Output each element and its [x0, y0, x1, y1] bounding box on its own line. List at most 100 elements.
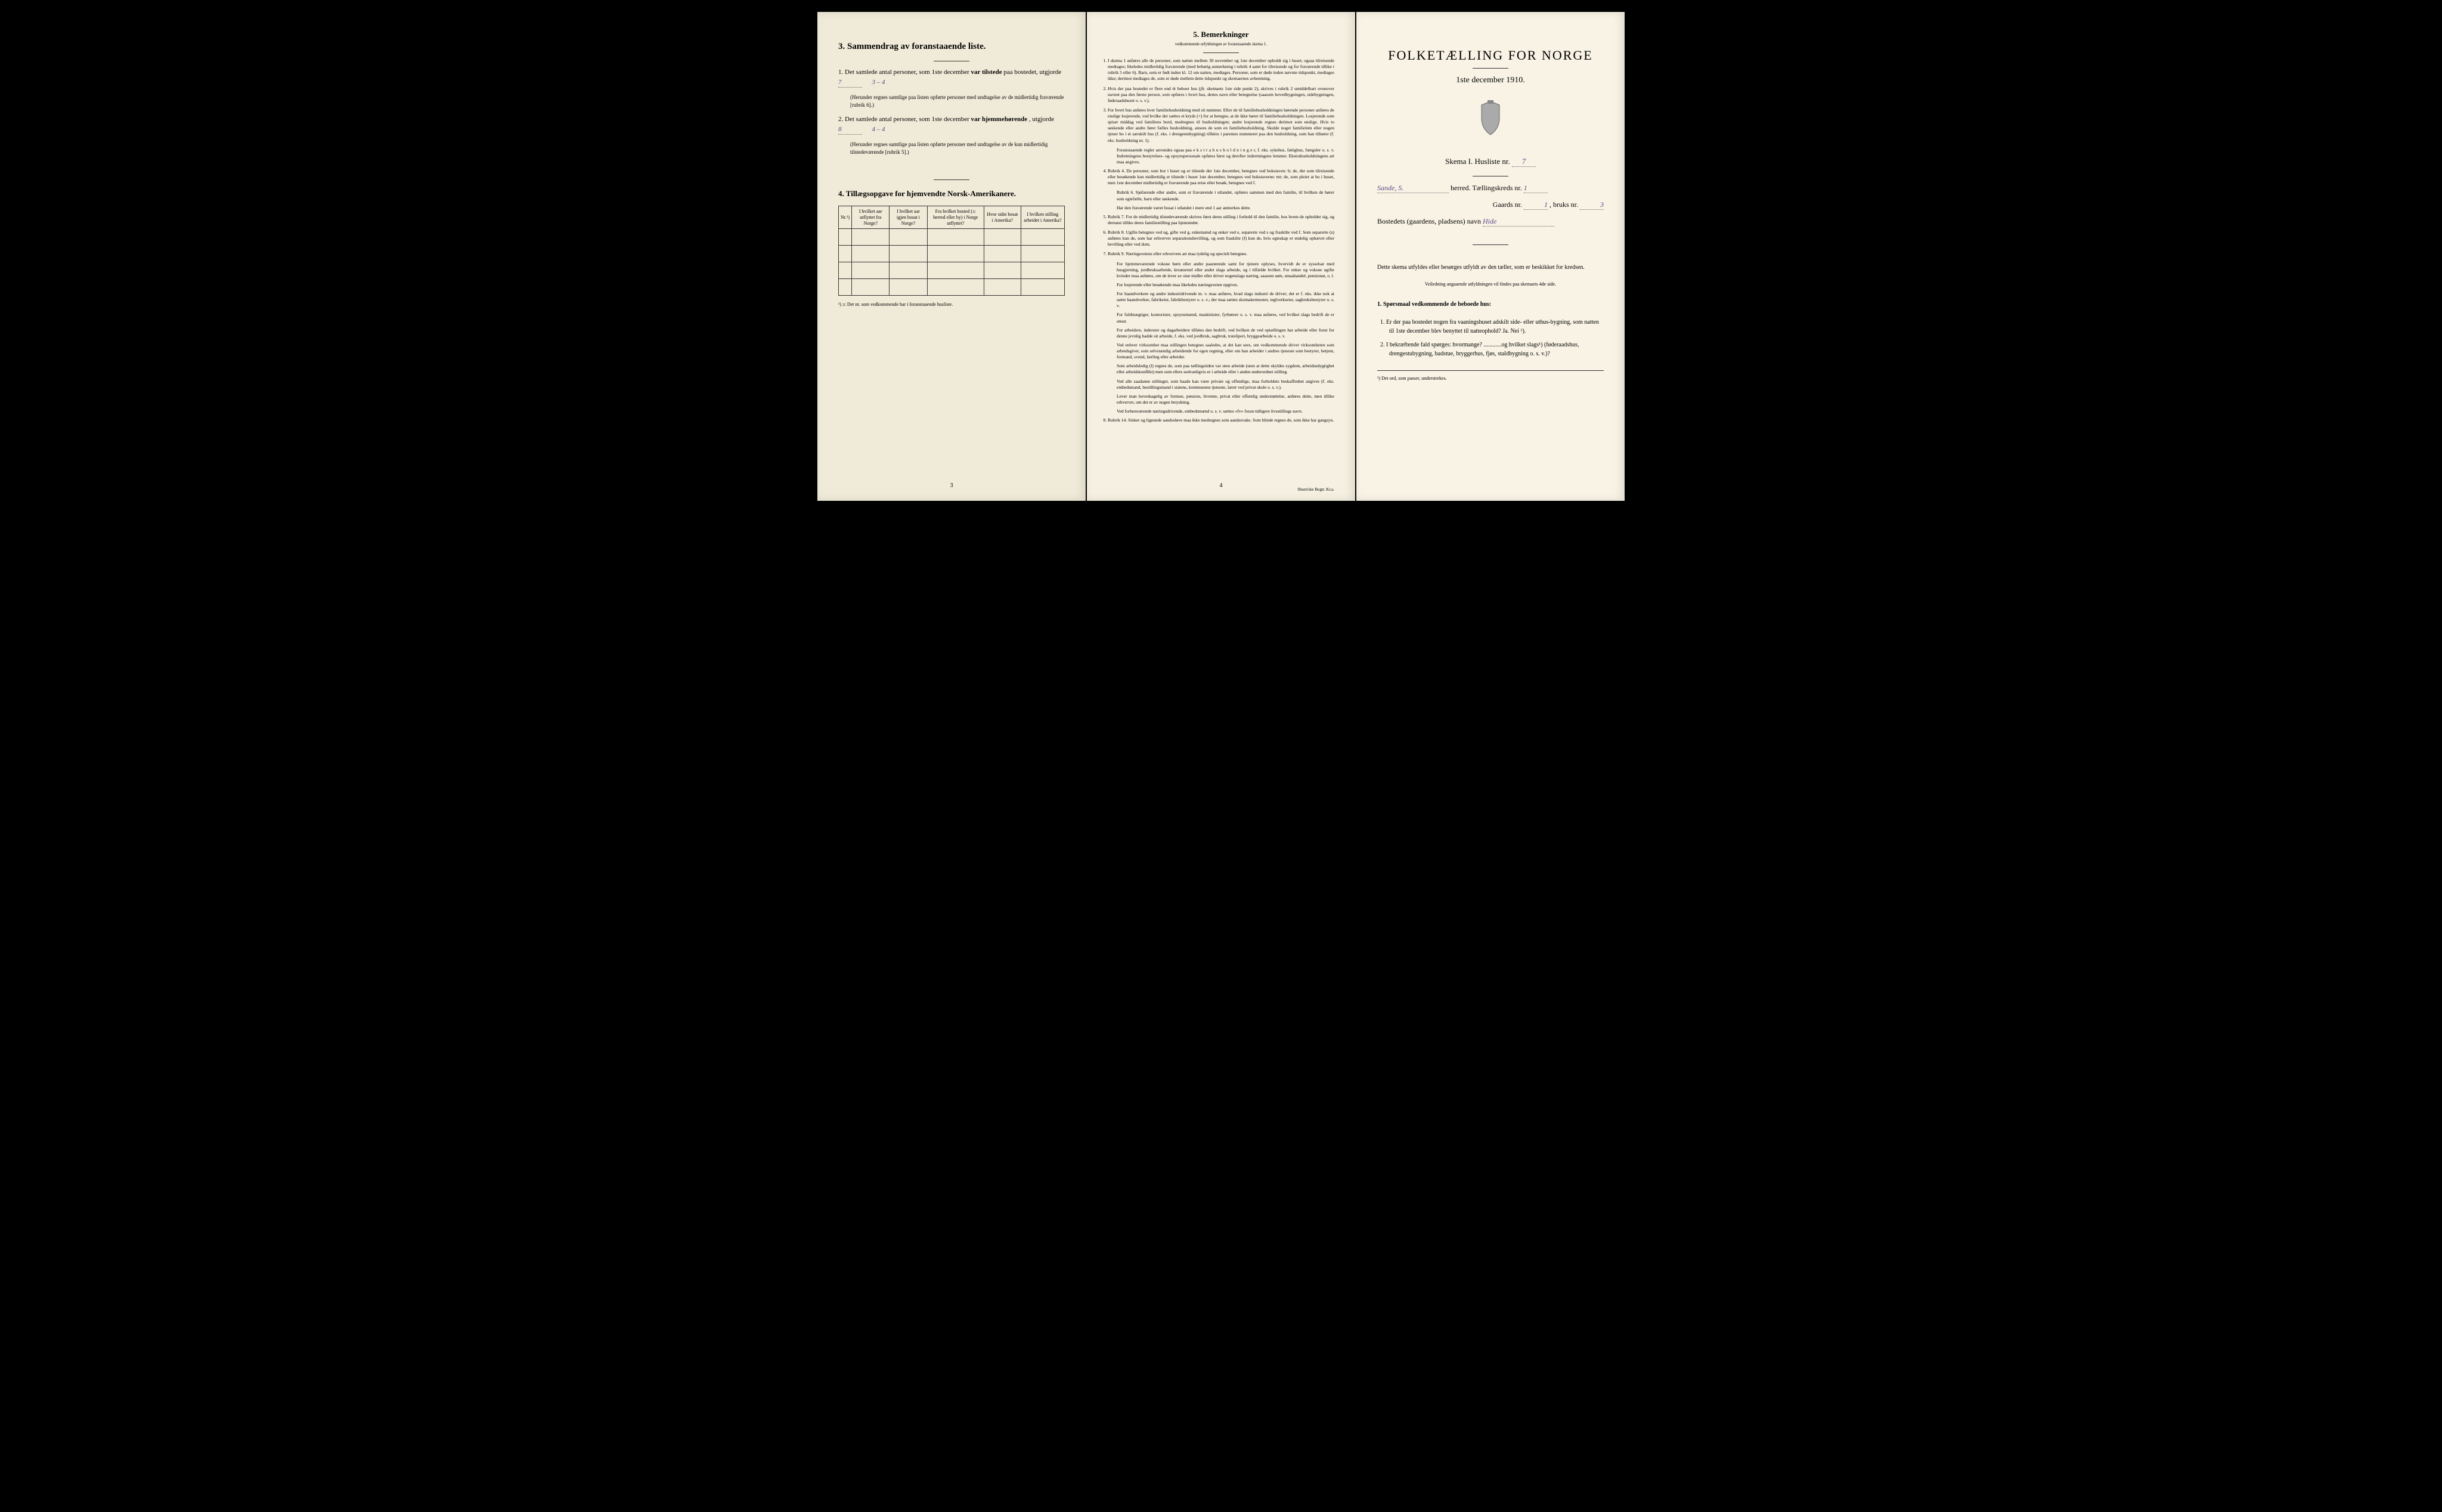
table-cell — [890, 229, 927, 246]
col-header: I hvilket aar utflyttet fra Norge? — [852, 206, 890, 229]
census-document: 3. Sammendrag av foranstaaende liste. 1.… — [817, 12, 1625, 501]
section-3-title: 3. Sammendrag av foranstaaende liste. — [838, 42, 1065, 52]
gaards-line: Gaards nr. 1 , bruks nr. 3 — [1377, 200, 1604, 210]
bruks-label: , bruks nr. — [1550, 200, 1578, 209]
divider — [1203, 52, 1239, 53]
remark-sub: For haandverkere og andre industridriven… — [1117, 291, 1334, 309]
instructions-2: Veiledning angaaende utfyldningen vil fi… — [1377, 281, 1604, 288]
handwritten-annotation: 3 – 4 — [872, 79, 885, 86]
emigrant-table: Nr.¹) I hvilket aar utflyttet fra Norge?… — [838, 206, 1065, 296]
table-cell — [984, 229, 1021, 246]
printer-mark: Sbsen'ske Bogtr. Kr.a. — [1297, 487, 1334, 492]
table-cell — [852, 279, 890, 296]
census-title: FOLKETÆLLING FOR NORGE — [1377, 48, 1604, 63]
item-1-note: (Herunder regnes samtlige paa listen opf… — [850, 94, 1065, 109]
remark-sub: Lever man hovedsagelig av formue, pensio… — [1117, 394, 1334, 405]
schema-line: Skema I. Husliste nr. 7 — [1377, 157, 1604, 167]
summary-item-2: 2. Det samlede antal personer, som 1ste … — [838, 114, 1065, 135]
summary-item-1: 1. Det samlede antal personer, som 1ste … — [838, 67, 1065, 88]
bosted-label: Bostedets (gaardens, pladsens) navn — [1377, 217, 1481, 225]
bosted-line: Bostedets (gaardens, pladsens) navn Hide — [1377, 217, 1604, 227]
item-2-note: (Herunder regnes samtlige paa listen opf… — [850, 141, 1065, 156]
census-date: 1ste december 1910. — [1377, 76, 1604, 85]
table-cell — [890, 262, 927, 279]
footnote: ¹) Det ord, som passer, understrekes. — [1377, 376, 1604, 381]
remark-sub: For arbeidere, inderster og dagarbeidere… — [1117, 327, 1334, 339]
text: 2. Det samlede antal personer, som 1ste … — [838, 116, 971, 123]
text: paa bostedet, utgjorde — [1003, 69, 1061, 76]
handwritten-value: 7 — [838, 78, 862, 88]
table-cell — [984, 279, 1021, 296]
remark-sub: For fuldmægtiger, kontorister, opsynsmæn… — [1117, 312, 1334, 324]
remark-item: Rubrik 9. Næringsveiens eller erhvervets… — [1108, 251, 1334, 257]
herred-label: herred. Tællingskreds nr. — [1451, 184, 1522, 192]
text: , utgjorde — [1029, 116, 1054, 123]
page-4: 5. Bemerkninger vedkommende utfyldningen… — [1087, 12, 1355, 501]
section-5-title: 5. Bemerkninger — [1108, 30, 1334, 39]
divider — [1377, 370, 1604, 371]
table-row — [839, 246, 1065, 262]
page-number: 4 — [1220, 482, 1223, 489]
schema-value: 7 — [1512, 157, 1536, 167]
section-1-title: 1. Spørsmaal vedkommende de beboede hus: — [1377, 300, 1604, 309]
table-cell — [984, 246, 1021, 262]
text-bold: var hjemmehørende — [971, 116, 1028, 123]
remark-sub: Ved enhver virksomhet maa stillingen bet… — [1117, 342, 1334, 360]
handwritten-value: 8 — [838, 125, 862, 135]
page-1-title: FOLKETÆLLING FOR NORGE 1ste december 191… — [1356, 12, 1625, 501]
remark-item: Rubrik 7. For de midlertidig tilstedevær… — [1108, 214, 1334, 226]
section-5-subtitle: vedkommende utfyldningen av foranstaaend… — [1108, 42, 1334, 47]
handwritten-annotation: 4 – 4 — [872, 126, 885, 133]
table-cell — [890, 279, 927, 296]
col-header: I hvilken stilling arbeidet i Amerika? — [1021, 206, 1064, 229]
table-cell — [890, 246, 927, 262]
herred-line: Sande, S. herred. Tællingskreds nr. 1 — [1377, 184, 1604, 193]
text: 1. Det samlede antal personer, som 1ste … — [838, 69, 971, 76]
remark-item: Rubrik 8. Ugifte betegnes ved ug, gifte … — [1108, 230, 1334, 247]
col-header: Nr.¹) — [839, 206, 852, 229]
remark-item: Hvis der paa bostedet er flere end ét be… — [1108, 86, 1334, 104]
table-header-row: Nr.¹) I hvilket aar utflyttet fra Norge?… — [839, 206, 1065, 229]
table-cell — [1021, 246, 1064, 262]
table-cell — [927, 246, 984, 262]
remark-sub: For hjemmeværende voksne børn eller andr… — [1117, 261, 1334, 279]
table-row — [839, 279, 1065, 296]
col-header: Fra hvilket bosted (ɔ: herred eller by) … — [927, 206, 984, 229]
table-cell — [852, 246, 890, 262]
remark-sub: For losjerende eller besøkende maa likel… — [1117, 282, 1334, 288]
bosted-value: Hide — [1483, 217, 1554, 227]
remark-sub: Som arbeidsledig (l) regnes de, som paa … — [1117, 363, 1334, 375]
remark-item: I skema 1 anføres alle de personer, som … — [1108, 58, 1334, 82]
herred-value: Sande, S. — [1377, 184, 1449, 193]
divider — [934, 179, 969, 180]
table-row — [839, 262, 1065, 279]
divider — [1473, 68, 1508, 69]
table-cell — [1021, 229, 1064, 246]
coat-of-arms-icon — [1377, 100, 1604, 142]
table-cell — [927, 262, 984, 279]
question-2: 2. I bekræftende fald spørges: hvormange… — [1389, 340, 1604, 358]
remarks-list: I skema 1 anføres alle de personer, som … — [1108, 58, 1334, 423]
divider — [1473, 244, 1508, 245]
table-row — [839, 229, 1065, 246]
remark-item: For hvert hus anføres hver familiehushol… — [1108, 107, 1334, 144]
table-cell — [1021, 279, 1064, 296]
remark-sub: Rubrik 6. Sjøfarende eller andre, som er… — [1117, 190, 1334, 202]
table-cell — [839, 279, 852, 296]
table-footnote: ¹) ɔ: Det nr. som vedkommende har i fora… — [838, 302, 1065, 307]
page-number: 3 — [950, 482, 953, 489]
remark-item: Rubrik 4. De personer, som bor i huset o… — [1108, 168, 1334, 186]
gaards-label: Gaards nr. — [1493, 200, 1522, 209]
remark-sub: Har den fraværende været bosat i utlande… — [1117, 205, 1334, 211]
kreds-value: 1 — [1524, 184, 1548, 193]
instructions-1: Dette skema utfyldes eller besørges utfy… — [1377, 263, 1604, 272]
table-cell — [852, 262, 890, 279]
page-3: 3. Sammendrag av foranstaaende liste. 1.… — [817, 12, 1086, 501]
table-cell — [839, 262, 852, 279]
table-cell — [984, 262, 1021, 279]
remark-sub: Foranstaaende regler anvendes ogsaa paa … — [1117, 147, 1334, 165]
table-cell — [839, 246, 852, 262]
col-header: I hvilket aar igjen bosat i Norge? — [890, 206, 927, 229]
remark-item: Rubrik 14. Sinker og lignende aandssløve… — [1108, 417, 1334, 423]
remark-sub: Ved forhenværende næringsdrivende, embed… — [1117, 408, 1334, 414]
